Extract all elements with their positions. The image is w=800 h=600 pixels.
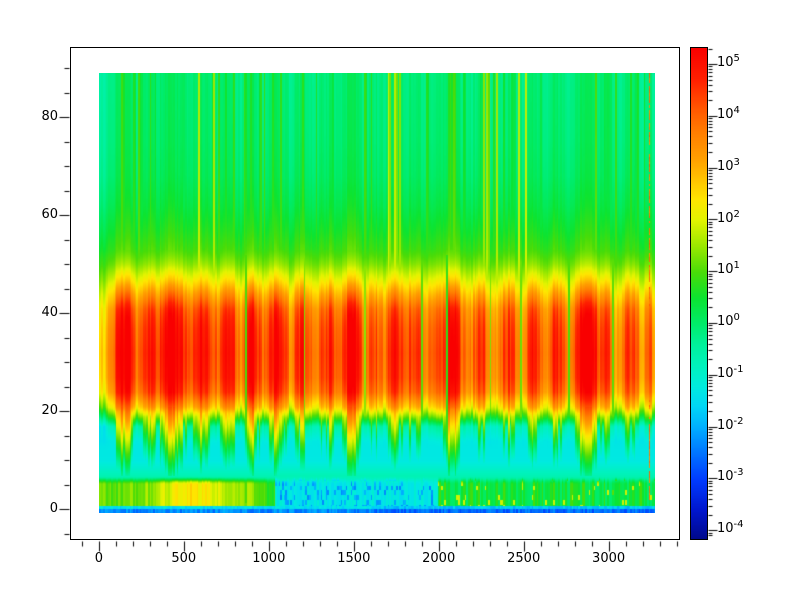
colorbar-tick-label: 102	[717, 208, 740, 226]
colorbar-tick-label: 10-2	[717, 415, 744, 433]
x-tick-label: 2000	[422, 551, 456, 566]
colorbar-tick-label: 10-3	[717, 467, 744, 485]
y-tick-label: 80	[41, 109, 58, 125]
colorbar-tick-label: 10-4	[717, 519, 744, 537]
x-tick-label: 3000	[592, 551, 626, 566]
colorbar-tick-label: 10-1	[717, 363, 744, 381]
colorbar-gradient	[690, 47, 708, 540]
y-tick-label: 40	[41, 305, 58, 321]
y-tick-label: 20	[41, 403, 58, 419]
colorbar-tick-label: 101	[717, 260, 740, 278]
x-tick-label: 2500	[507, 551, 541, 566]
colorbar-tick-label: 100	[717, 312, 740, 330]
x-tick-label: 1000	[252, 551, 286, 566]
colorbar-tick-label: 105	[717, 53, 740, 71]
x-tick-label: 500	[171, 551, 197, 566]
colorbar-tick-label: 103	[717, 156, 740, 174]
colorbar-tick-label: 104	[717, 104, 740, 122]
x-tick-label: 0	[94, 551, 104, 566]
x-tick-label: 1500	[337, 551, 371, 566]
y-tick-label: 60	[41, 207, 58, 223]
y-tick-label: 0	[49, 501, 58, 517]
